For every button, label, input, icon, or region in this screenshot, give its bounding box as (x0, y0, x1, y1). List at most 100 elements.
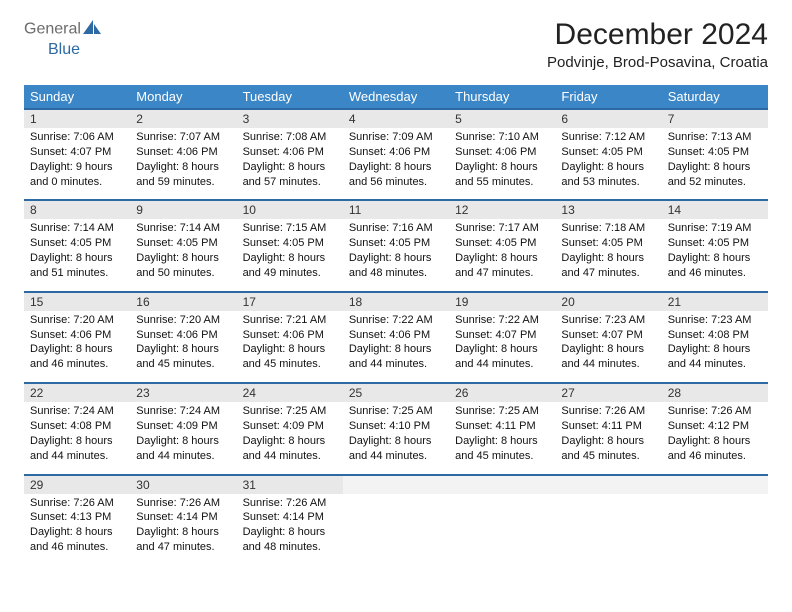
day-header-fri: Friday (555, 85, 661, 109)
sunset-text: Sunset: 4:06 PM (455, 145, 549, 160)
day-number-cell: 16 (130, 292, 236, 311)
sunrise-text: Sunrise: 7:18 AM (561, 221, 655, 236)
sail-icon (81, 18, 103, 41)
daylight-text: Daylight: 8 hours and 44 minutes. (30, 434, 124, 464)
sunrise-text: Sunrise: 7:15 AM (243, 221, 337, 236)
daylight-text: Daylight: 8 hours and 45 minutes. (136, 342, 230, 372)
sunrise-text: Sunrise: 7:24 AM (30, 404, 124, 419)
day-details-cell: Sunrise: 7:20 AMSunset: 4:06 PMDaylight:… (130, 311, 236, 383)
logo-word-blue: Blue (48, 41, 80, 58)
day-header-thu: Thursday (449, 85, 555, 109)
daylight-text: Daylight: 8 hours and 45 minutes. (561, 434, 655, 464)
day-number-cell: 2 (130, 109, 236, 128)
logo: General Blue (24, 18, 103, 59)
day-details-cell: Sunrise: 7:17 AMSunset: 4:05 PMDaylight:… (449, 219, 555, 291)
day-number-cell: 30 (130, 475, 236, 494)
day-details-cell: Sunrise: 7:15 AMSunset: 4:05 PMDaylight:… (237, 219, 343, 291)
week-details-row: Sunrise: 7:24 AMSunset: 4:08 PMDaylight:… (24, 402, 768, 474)
daylight-text: Daylight: 8 hours and 44 minutes. (561, 342, 655, 372)
sunset-text: Sunset: 4:05 PM (349, 236, 443, 251)
day-header-sat: Saturday (662, 85, 768, 109)
sunset-text: Sunset: 4:05 PM (561, 145, 655, 160)
sunset-text: Sunset: 4:07 PM (30, 145, 124, 160)
week-details-row: Sunrise: 7:20 AMSunset: 4:06 PMDaylight:… (24, 311, 768, 383)
day-details-cell: Sunrise: 7:25 AMSunset: 4:10 PMDaylight:… (343, 402, 449, 474)
daylight-text: Daylight: 8 hours and 49 minutes. (243, 251, 337, 281)
sunset-text: Sunset: 4:05 PM (668, 145, 762, 160)
week-number-row: 1234567 (24, 109, 768, 128)
sunset-text: Sunset: 4:06 PM (243, 328, 337, 343)
sunrise-text: Sunrise: 7:20 AM (30, 313, 124, 328)
sunset-text: Sunset: 4:05 PM (561, 236, 655, 251)
sunrise-text: Sunrise: 7:26 AM (30, 496, 124, 511)
day-details-cell: Sunrise: 7:23 AMSunset: 4:07 PMDaylight:… (555, 311, 661, 383)
day-details-cell: Sunrise: 7:12 AMSunset: 4:05 PMDaylight:… (555, 128, 661, 200)
day-number-cell: 4 (343, 109, 449, 128)
title-block: December 2024 Podvinje, Brod-Posavina, C… (547, 18, 768, 71)
sunrise-text: Sunrise: 7:06 AM (30, 130, 124, 145)
sunrise-text: Sunrise: 7:14 AM (30, 221, 124, 236)
sunrise-text: Sunrise: 7:19 AM (668, 221, 762, 236)
daylight-text: Daylight: 8 hours and 51 minutes. (30, 251, 124, 281)
day-number-cell: 23 (130, 383, 236, 402)
sunrise-text: Sunrise: 7:22 AM (455, 313, 549, 328)
day-number-cell: 24 (237, 383, 343, 402)
sunset-text: Sunset: 4:11 PM (455, 419, 549, 434)
daylight-text: Daylight: 8 hours and 47 minutes. (455, 251, 549, 281)
sunset-text: Sunset: 4:05 PM (136, 236, 230, 251)
sunset-text: Sunset: 4:06 PM (30, 328, 124, 343)
daylight-text: Daylight: 8 hours and 44 minutes. (243, 434, 337, 464)
sunset-text: Sunset: 4:06 PM (349, 328, 443, 343)
day-number-cell (343, 475, 449, 494)
day-details-cell: Sunrise: 7:26 AMSunset: 4:13 PMDaylight:… (24, 494, 130, 565)
daylight-text: Daylight: 8 hours and 46 minutes. (30, 525, 124, 555)
daylight-text: Daylight: 8 hours and 52 minutes. (668, 160, 762, 190)
sunset-text: Sunset: 4:08 PM (668, 328, 762, 343)
day-details-cell: Sunrise: 7:14 AMSunset: 4:05 PMDaylight:… (130, 219, 236, 291)
daylight-text: Daylight: 8 hours and 47 minutes. (561, 251, 655, 281)
day-details-cell: Sunrise: 7:20 AMSunset: 4:06 PMDaylight:… (24, 311, 130, 383)
day-number-cell: 9 (130, 200, 236, 219)
day-details-cell: Sunrise: 7:24 AMSunset: 4:08 PMDaylight:… (24, 402, 130, 474)
sunrise-text: Sunrise: 7:16 AM (349, 221, 443, 236)
daylight-text: Daylight: 8 hours and 44 minutes. (349, 342, 443, 372)
day-number-cell: 1 (24, 109, 130, 128)
day-details-cell (343, 494, 449, 565)
day-number-cell (555, 475, 661, 494)
sunset-text: Sunset: 4:06 PM (243, 145, 337, 160)
sunset-text: Sunset: 4:06 PM (136, 145, 230, 160)
sunrise-text: Sunrise: 7:24 AM (136, 404, 230, 419)
sunset-text: Sunset: 4:07 PM (561, 328, 655, 343)
sunset-text: Sunset: 4:14 PM (243, 510, 337, 525)
daylight-text: Daylight: 8 hours and 47 minutes. (136, 525, 230, 555)
sunrise-text: Sunrise: 7:09 AM (349, 130, 443, 145)
sunrise-text: Sunrise: 7:08 AM (243, 130, 337, 145)
day-number-cell: 20 (555, 292, 661, 311)
sunset-text: Sunset: 4:05 PM (30, 236, 124, 251)
day-number-cell: 14 (662, 200, 768, 219)
sunrise-text: Sunrise: 7:13 AM (668, 130, 762, 145)
sunrise-text: Sunrise: 7:23 AM (561, 313, 655, 328)
day-number-cell: 29 (24, 475, 130, 494)
daylight-text: Daylight: 8 hours and 48 minutes. (243, 525, 337, 555)
calendar-table: Sunday Monday Tuesday Wednesday Thursday… (24, 85, 768, 565)
day-details-cell: Sunrise: 7:22 AMSunset: 4:06 PMDaylight:… (343, 311, 449, 383)
sunset-text: Sunset: 4:08 PM (30, 419, 124, 434)
day-number-cell: 3 (237, 109, 343, 128)
sunrise-text: Sunrise: 7:26 AM (561, 404, 655, 419)
sunrise-text: Sunrise: 7:17 AM (455, 221, 549, 236)
day-details-cell: Sunrise: 7:23 AMSunset: 4:08 PMDaylight:… (662, 311, 768, 383)
day-number-cell: 11 (343, 200, 449, 219)
sunset-text: Sunset: 4:05 PM (455, 236, 549, 251)
day-number-cell: 7 (662, 109, 768, 128)
day-details-cell: Sunrise: 7:22 AMSunset: 4:07 PMDaylight:… (449, 311, 555, 383)
week-number-row: 22232425262728 (24, 383, 768, 402)
day-number-cell: 6 (555, 109, 661, 128)
daylight-text: Daylight: 8 hours and 46 minutes. (668, 434, 762, 464)
sunrise-text: Sunrise: 7:07 AM (136, 130, 230, 145)
daylight-text: Daylight: 8 hours and 55 minutes. (455, 160, 549, 190)
page-title: December 2024 (547, 18, 768, 52)
day-number-cell: 31 (237, 475, 343, 494)
sunrise-text: Sunrise: 7:20 AM (136, 313, 230, 328)
week-number-row: 293031 (24, 475, 768, 494)
